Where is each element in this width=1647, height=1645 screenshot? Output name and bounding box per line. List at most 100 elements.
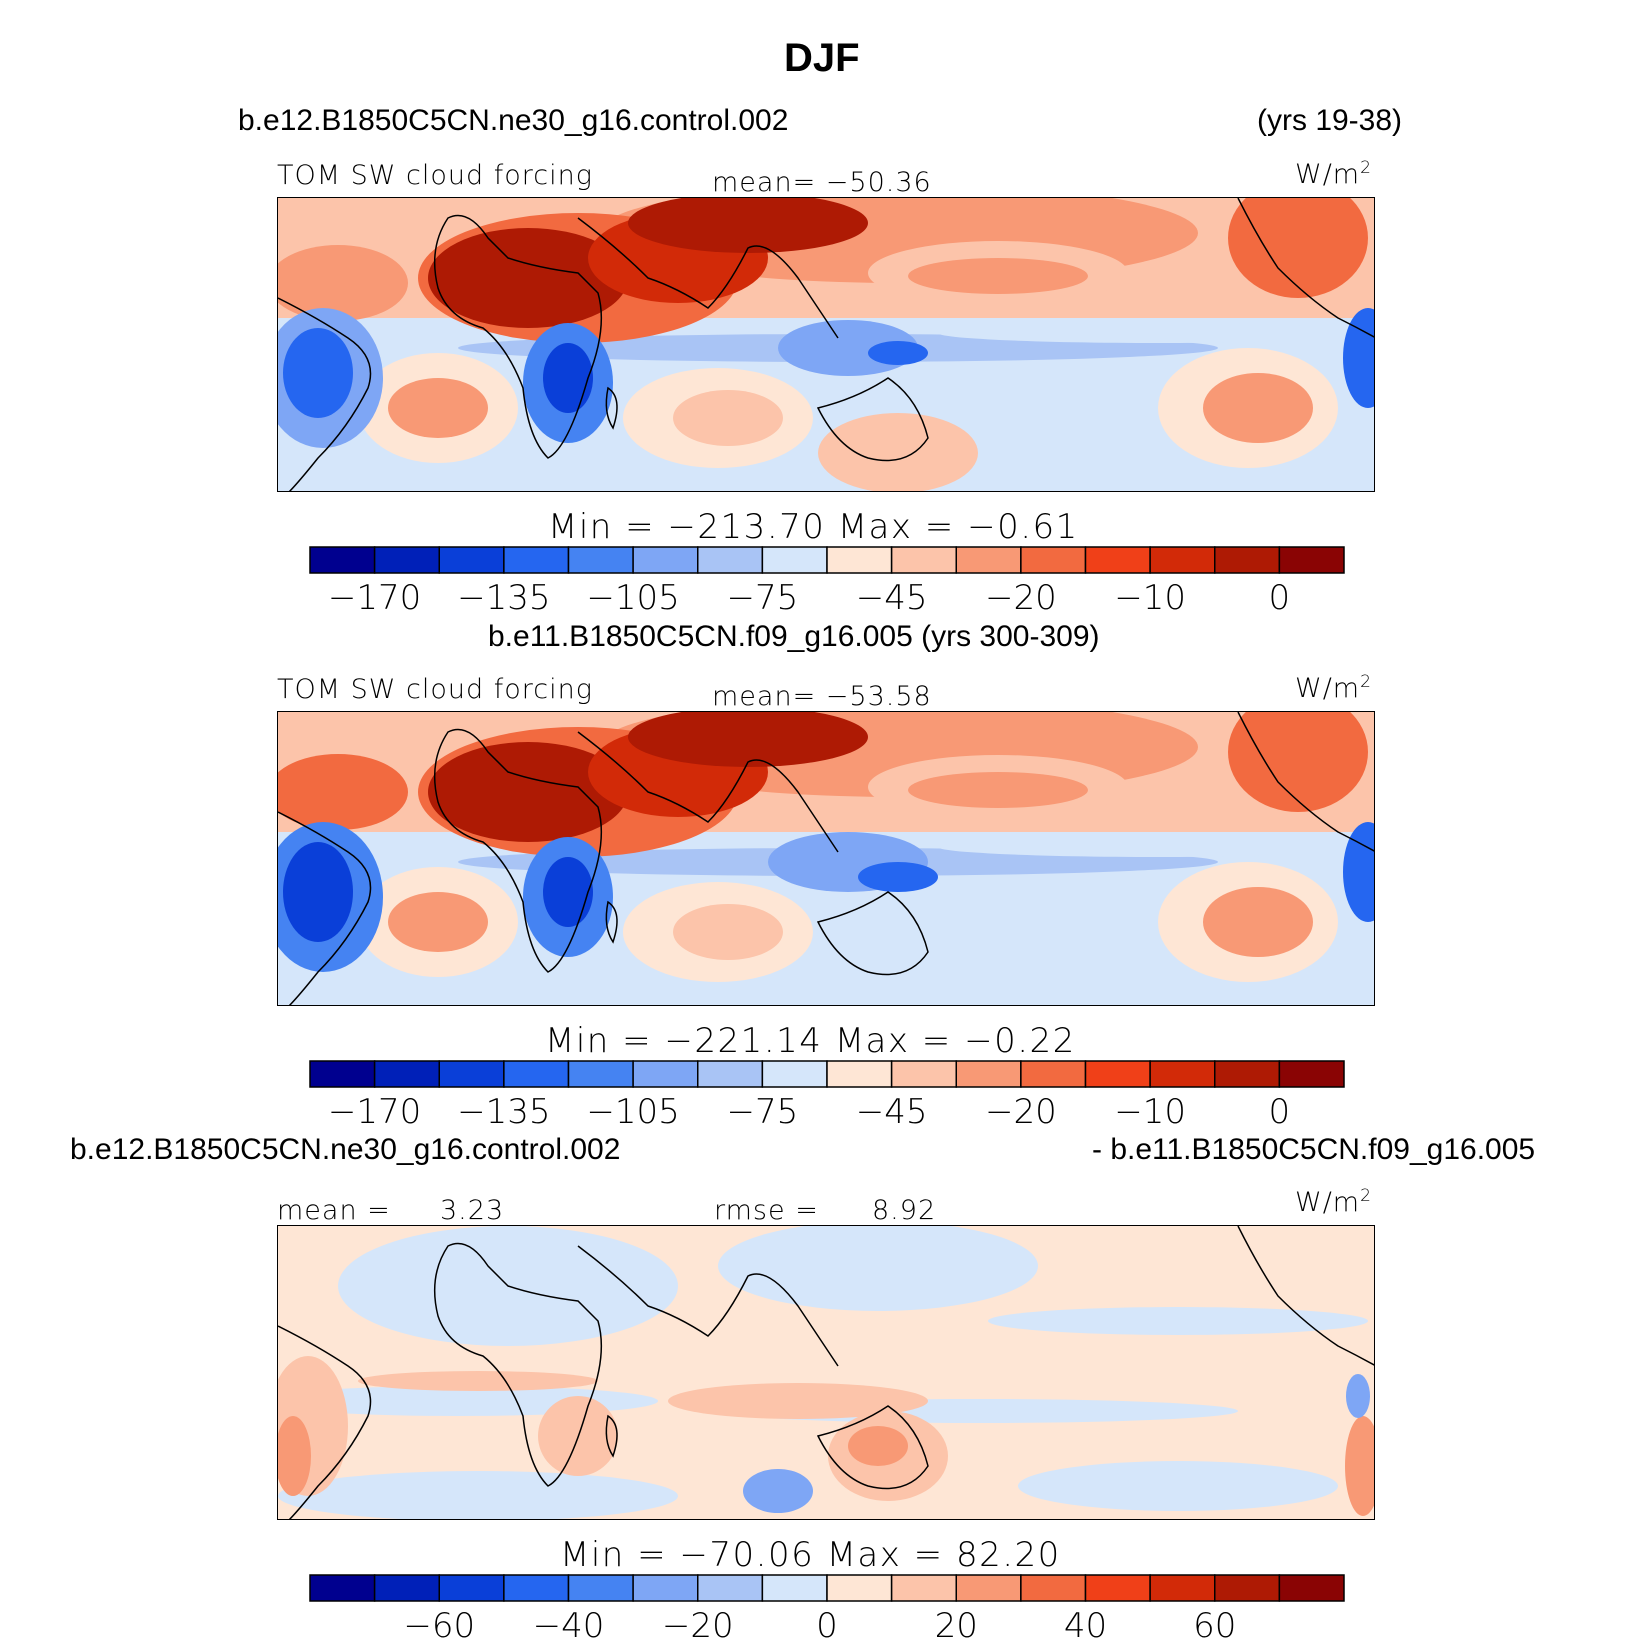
panel3-mean-label: mean = <box>277 1195 391 1226</box>
panel2-colorbar-box <box>309 1060 376 1088</box>
panel3-colorbar-tick-label: 40 <box>1064 1606 1107 1645</box>
panel2-units: W/m2 <box>1295 672 1372 704</box>
panel3-colorbar: −60 −40 −20 0 20 40 60 <box>309 1574 1345 1645</box>
panel2-colorbar-tick-label: −135 <box>457 1092 550 1132</box>
panel3-colorbar-box <box>567 1574 634 1602</box>
panel3-colorbar-box <box>1084 1574 1151 1602</box>
panel1-colorbar-tick-label: −135 <box>457 578 550 618</box>
panel3-rmse-label: rmse = <box>714 1195 819 1226</box>
panel1-colorbar-box <box>1214 546 1281 574</box>
panel1-colorbar-box <box>1278 546 1345 574</box>
panel3-colorbar-tick-label: −20 <box>662 1606 734 1645</box>
panel3-map <box>277 1225 1375 1520</box>
panel2-colorbar-box <box>890 1060 957 1088</box>
panel2-colorbar-box <box>1020 1060 1087 1088</box>
panel2-colorbar-tick-label: −20 <box>985 1092 1057 1132</box>
panel1-units: W/m2 <box>1295 158 1372 190</box>
panel3-colorbar-box <box>890 1574 957 1602</box>
panel3-colorbar-box <box>503 1574 570 1602</box>
panel2-colorbar-box <box>1084 1060 1151 1088</box>
panel1-colorbar-box <box>438 546 505 574</box>
panel1-colorbar-box <box>567 546 634 574</box>
panel3-colorbar-tick-label: 0 <box>816 1606 838 1645</box>
panel2-colorbar-box <box>955 1060 1022 1088</box>
panel1-colorbar-tick-label: −75 <box>726 578 798 618</box>
panel1-colorbar-tick-label: −20 <box>985 578 1057 618</box>
panel2-map <box>277 711 1375 1006</box>
panel1-colorbar-tick-label: −45 <box>856 578 928 618</box>
panel1-colorbar-box <box>503 546 570 574</box>
panel1-colorbar-box <box>373 546 440 574</box>
panel3-colorbar-box <box>697 1574 764 1602</box>
panel2-variable-label: TOM SW cloud forcing <box>277 674 593 705</box>
panel2-colorbar-box <box>632 1060 699 1088</box>
panel2-colorbar: −170 −135 −105 −75 −45 −20 −10 0 <box>309 1060 1345 1132</box>
panel2-map-field <box>278 712 1374 1005</box>
panel2-colorbar-tick-label: −45 <box>856 1092 928 1132</box>
panel2-colorbar-box <box>1149 1060 1216 1088</box>
panel2-colorbar-box <box>373 1060 440 1088</box>
panel3-colorbar-box <box>761 1574 828 1602</box>
panel1-colorbar-box <box>761 546 828 574</box>
panel1-colorbar-box <box>1084 546 1151 574</box>
panel1-colorbar-box <box>826 546 893 574</box>
panel3-colorbar-tick-label: 60 <box>1193 1606 1236 1645</box>
panel2-case-name: b.e11.B1850C5CN.f09_g16.005 (yrs 300-309… <box>488 620 1100 653</box>
panel2-colorbar-box <box>761 1060 828 1088</box>
panel3-colorbar-tick-label: 20 <box>935 1606 978 1645</box>
panel3-colorbar-box <box>1020 1574 1087 1602</box>
panel2-min-max: Min = −221.14 Max = −0.22 <box>545 1021 1076 1061</box>
panel1-variable-label: TOM SW cloud forcing <box>277 160 593 191</box>
panel2-colorbar-box <box>1214 1060 1281 1088</box>
panel1-colorbar-box <box>1149 546 1216 574</box>
panel1-map-field <box>278 198 1374 491</box>
panel1-colorbar-tick-label: −105 <box>586 578 679 618</box>
panel2-colorbar-box <box>503 1060 570 1088</box>
panel1-case-name: b.e12.B1850C5CN.ne30_g16.control.002 <box>238 104 789 137</box>
panel1-colorbar-box <box>1020 546 1087 574</box>
panel3-map-field <box>278 1226 1374 1519</box>
panel1-mean: mean= −50.36 <box>712 167 932 198</box>
panel3-colorbar-box <box>438 1574 505 1602</box>
panel2-mean: mean= −53.58 <box>712 681 932 712</box>
figure-title: DJF <box>784 36 860 80</box>
panel2-colorbar-box <box>438 1060 505 1088</box>
panel3-colorbar-box <box>309 1574 376 1602</box>
panel1-colorbar: −170 −135 −105 −75 −45 −20 −10 0 <box>309 546 1345 618</box>
panel3-rmse-value: 8.92 <box>872 1195 937 1226</box>
panel2-colorbar-box <box>567 1060 634 1088</box>
panel3-colorbar-tick-label: −60 <box>403 1606 475 1645</box>
panel3-case-subtract: - b.e11.B1850C5CN.f09_g16.005 <box>1092 1133 1536 1166</box>
panel1-colorbar-tick-label: 0 <box>1269 578 1291 618</box>
panel1-colorbar-box <box>632 546 699 574</box>
panel3-colorbar-box <box>1278 1574 1345 1602</box>
panel2-colorbar-box <box>826 1060 893 1088</box>
panel3-colorbar-box <box>955 1574 1022 1602</box>
panel2-colorbar-tick-label: −170 <box>328 1092 421 1132</box>
panel1-colorbar-tick-label: −170 <box>328 578 421 618</box>
panel3-colorbar-box <box>632 1574 699 1602</box>
panel3-min-max: Min = −70.06 Max = 82.20 <box>560 1535 1061 1575</box>
panel1-colorbar-box <box>309 546 376 574</box>
panel3-colorbar-tick-label: −40 <box>533 1606 605 1645</box>
panel3-colorbar-box <box>1214 1574 1281 1602</box>
panel3-units: W/m2 <box>1295 1186 1372 1218</box>
panel1-colorbar-box <box>890 546 957 574</box>
panel1-min-max: Min = −213.70 Max = −0.61 <box>548 507 1079 547</box>
panel1-map <box>277 197 1375 492</box>
panel2-colorbar-tick-label: −75 <box>726 1092 798 1132</box>
panel2-colorbar-tick-label: −105 <box>586 1092 679 1132</box>
panel1-colorbar-box <box>955 546 1022 574</box>
panel3-colorbar-box <box>373 1574 440 1602</box>
panel3-colorbar-box <box>1149 1574 1216 1602</box>
panel2-colorbar-box <box>697 1060 764 1088</box>
panel1-case-years: (yrs 19-38) <box>1257 104 1403 137</box>
panel3-mean-value: 3.23 <box>440 1195 505 1226</box>
panel1-colorbar-tick-label: −10 <box>1114 578 1186 618</box>
panel3-case-name: b.e12.B1850C5CN.ne30_g16.control.002 <box>70 1133 621 1166</box>
panel2-colorbar-tick-label: −10 <box>1114 1092 1186 1132</box>
panel2-colorbar-tick-label: 0 <box>1269 1092 1291 1132</box>
panel3-colorbar-box <box>826 1574 893 1602</box>
panel2-colorbar-box <box>1278 1060 1345 1088</box>
panel1-colorbar-box <box>697 546 764 574</box>
